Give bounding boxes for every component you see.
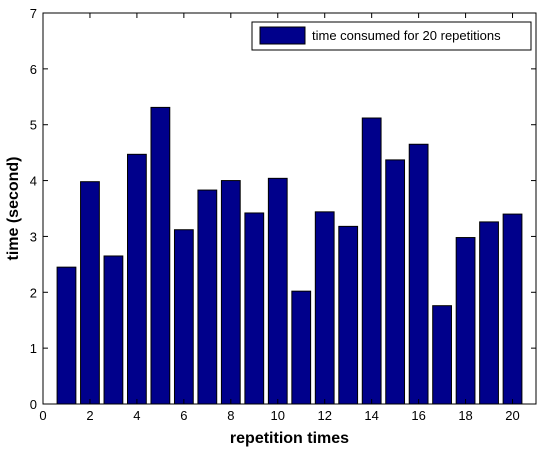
bar-10	[267, 177, 288, 405]
x-tick-label-18: 18	[458, 408, 472, 423]
y-tick-label-2: 2	[30, 285, 37, 300]
x-axis-ticks: 0 2 4 6 8 10 12 14 16 18 20	[39, 13, 520, 423]
legend: time consumed for 20 repetitions	[251, 21, 532, 51]
bars-group	[56, 106, 523, 405]
bar-4	[127, 153, 147, 405]
y-tick-label-6: 6	[30, 62, 37, 77]
legend-label: time consumed for 20 repetitions	[312, 28, 501, 43]
bar-3	[103, 255, 124, 405]
plot-background	[43, 13, 536, 404]
bar-17	[432, 305, 452, 405]
legend-swatch	[259, 26, 306, 45]
bar-20	[502, 213, 523, 405]
bar-14	[361, 117, 382, 405]
bar-6	[173, 229, 194, 405]
x-axis-title: repetition times	[230, 430, 349, 447]
bar-1	[56, 266, 77, 405]
bar-11	[291, 290, 312, 405]
x-tick-label-10: 10	[271, 408, 285, 423]
y-tick-label-0: 0	[30, 397, 37, 412]
bar-13	[338, 225, 359, 405]
bar-5	[150, 106, 171, 405]
bar-7	[197, 189, 218, 405]
x-tick-label-2: 2	[86, 408, 93, 423]
x-tick-label-0: 0	[39, 408, 46, 423]
bar-16	[408, 143, 429, 405]
y-tick-label-7: 7	[30, 6, 37, 21]
y-axis-title: time (second)	[5, 156, 22, 260]
y-tick-label-4: 4	[30, 174, 37, 189]
bar-12	[314, 211, 335, 405]
bar-15	[385, 159, 406, 405]
bar-9	[244, 212, 265, 405]
x-tick-label-6: 6	[180, 408, 187, 423]
y-tick-label-3: 3	[30, 229, 37, 244]
bar-8	[220, 180, 241, 405]
y-axis-ticks: 0 1 2 3 4 5 6 7	[30, 6, 536, 412]
plot-frame	[42, 12, 537, 405]
x-tick-label-4: 4	[133, 408, 140, 423]
bar-19	[479, 221, 499, 405]
bar-2	[80, 181, 100, 405]
x-tick-label-8: 8	[227, 408, 234, 423]
x-tick-label-14: 14	[364, 408, 378, 423]
y-tick-label-5: 5	[30, 118, 37, 133]
x-tick-label-12: 12	[317, 408, 331, 423]
bar-18	[455, 237, 476, 405]
x-tick-label-20: 20	[505, 408, 519, 423]
y-tick-label-1: 1	[30, 341, 37, 356]
x-tick-label-16: 16	[411, 408, 425, 423]
